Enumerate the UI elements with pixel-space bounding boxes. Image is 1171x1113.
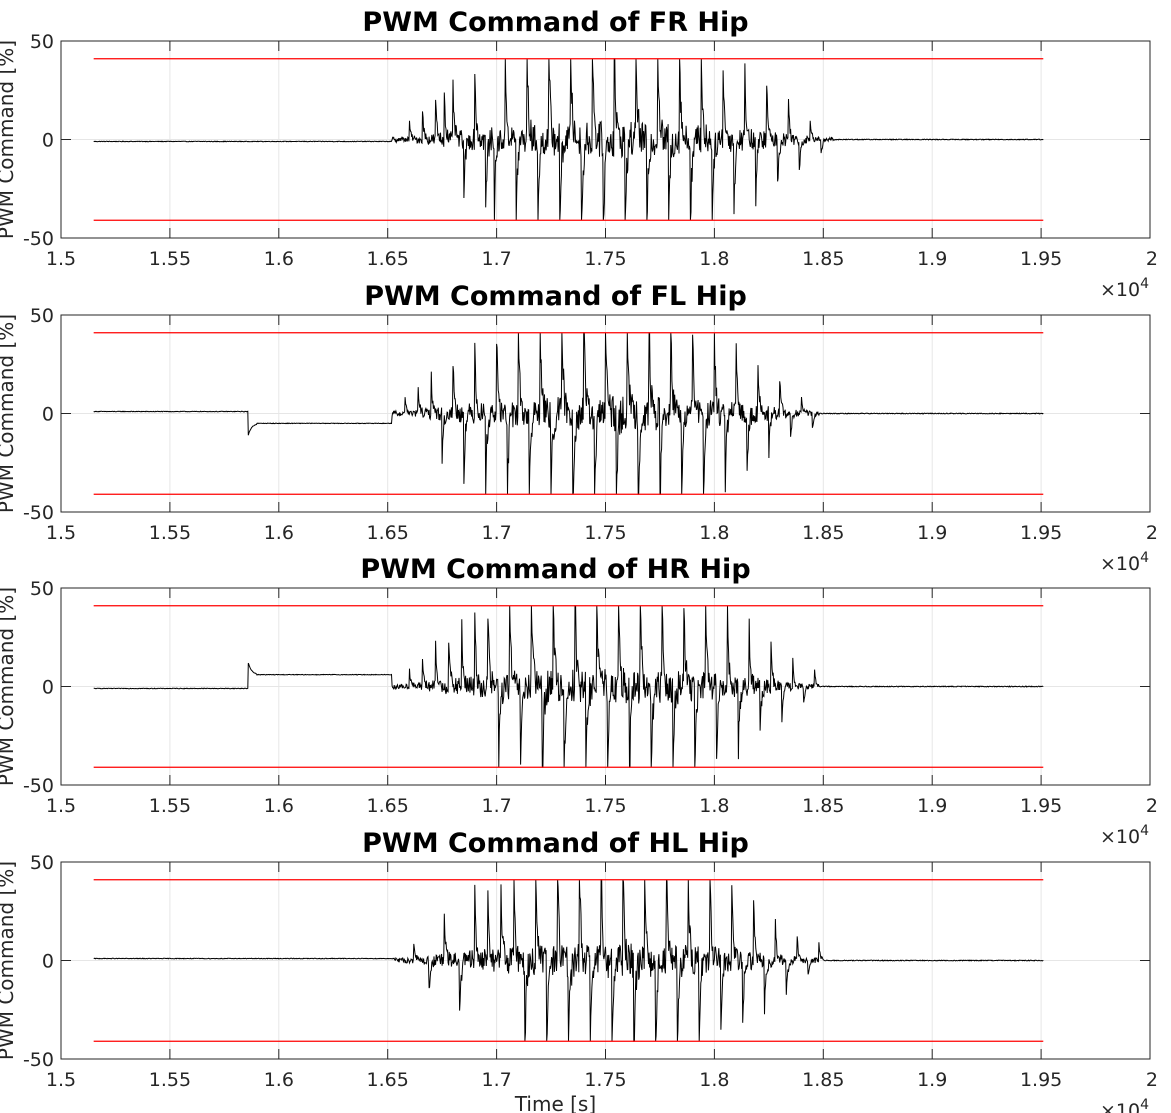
x-tick-label: 1.55 (149, 795, 191, 817)
x-tick-label: 1.7 (481, 1069, 511, 1091)
x-tick-label: 1.85 (802, 795, 844, 817)
x-exponent-power: 4 (1140, 550, 1149, 566)
subplot-2: 1.5 1.55 1.6 1.65 1.7 1.75 1.8 1.85 1.9 1.95 2 -50 0… (0, 281, 1158, 575)
x-tick-label: 1.55 (149, 1069, 191, 1091)
x-tick-label: 1.6 (264, 1069, 294, 1091)
x-tick-label: 1.65 (367, 522, 409, 544)
x-tick-label: 1.55 (149, 248, 191, 270)
x-tick-label: 1.8 (699, 795, 729, 817)
x-tick-label: 1.6 (264, 522, 294, 544)
x-tick-label: 1.9 (917, 522, 947, 544)
x-exponent-label: ×104 (1100, 1097, 1149, 1113)
x-exponent-label: ×104 (1100, 550, 1149, 575)
y-tick-label: -50 (23, 502, 54, 524)
signal-line (93, 58, 1044, 221)
x-tick-label: 1.9 (917, 248, 947, 270)
x-tick-label: 1.9 (917, 795, 947, 817)
signal-line (93, 605, 1044, 768)
y-tick-label: -50 (23, 228, 54, 250)
x-exponent-base: ×10 (1100, 553, 1140, 575)
x-tick-label: 1.6 (264, 248, 294, 270)
x-tick-label: 1.85 (802, 1069, 844, 1091)
x-tick-label: 1.7 (481, 522, 511, 544)
x-tick-label: 1.85 (802, 248, 844, 270)
x-axis-label: Time [s] (514, 1092, 596, 1113)
x-tick-label: 2 (1146, 795, 1158, 817)
x-exponent-base: ×10 (1100, 826, 1140, 848)
y-axis-label: PWM Command [%] (0, 861, 18, 1060)
x-exponent-base: ×10 (1100, 1100, 1140, 1113)
x-tick-label: 2 (1146, 522, 1158, 544)
x-exponent-power: 4 (1140, 1097, 1149, 1113)
y-tick-label: -50 (23, 1049, 54, 1071)
y-tick-label: 50 (30, 31, 54, 53)
x-tick-label: 1.95 (1020, 522, 1062, 544)
x-tick-label: 1.9 (917, 1069, 947, 1091)
subplot-title: PWM Command of FR Hip (362, 7, 748, 38)
y-tick-label: 50 (30, 305, 54, 327)
x-exponent-label: ×104 (1100, 276, 1149, 301)
x-tick-label: 1.7 (481, 248, 511, 270)
signal-line (93, 332, 1044, 495)
x-tick-label: 1.65 (367, 795, 409, 817)
y-tick-label: 0 (42, 404, 54, 426)
x-tick-label: 1.75 (584, 248, 626, 270)
x-exponent-base: ×10 (1100, 279, 1140, 301)
x-tick-label: 2 (1146, 1069, 1158, 1091)
x-tick-label: 1.5 (46, 522, 76, 544)
subplot-1: 1.5 1.55 1.6 1.65 1.7 1.75 1.8 1.85 1.9 1.95 2 -50 0… (0, 7, 1158, 301)
y-tick-label: 0 (42, 130, 54, 152)
subplot-title: PWM Command of FL Hip (364, 281, 747, 312)
x-tick-label: 1.65 (367, 1069, 409, 1091)
x-exponent-power: 4 (1140, 276, 1149, 292)
x-tick-label: 1.95 (1020, 795, 1062, 817)
x-tick-label: 1.75 (584, 795, 626, 817)
x-tick-label: 1.5 (46, 795, 76, 817)
x-tick-label: 1.7 (481, 795, 511, 817)
x-tick-label: 1.5 (46, 1069, 76, 1091)
subplot-3: 1.5 1.55 1.6 1.65 1.7 1.75 1.8 1.85 1.9 1.95 2 -50 0… (0, 554, 1158, 848)
y-tick-label: 50 (30, 578, 54, 600)
y-axis-label: PWM Command [%] (0, 587, 18, 786)
x-tick-label: 1.95 (1020, 1069, 1062, 1091)
x-exponent-label: ×104 (1100, 823, 1149, 848)
y-tick-label: 50 (30, 852, 54, 874)
subplot-title: PWM Command of HR Hip (360, 554, 750, 585)
subplot-title: PWM Command of HL Hip (362, 828, 749, 859)
x-tick-label: 1.8 (699, 1069, 729, 1091)
x-exponent-power: 4 (1140, 823, 1149, 839)
x-tick-label: 2 (1146, 248, 1158, 270)
x-tick-label: 1.8 (699, 522, 729, 544)
y-tick-label: -50 (23, 775, 54, 797)
y-tick-label: 0 (42, 677, 54, 699)
x-tick-label: 1.75 (584, 1069, 626, 1091)
x-tick-label: 1.95 (1020, 248, 1062, 270)
y-tick-label: 0 (42, 951, 54, 973)
y-axis-label: PWM Command [%] (0, 314, 18, 513)
x-tick-label: 1.6 (264, 795, 294, 817)
x-tick-label: 1.65 (367, 248, 409, 270)
subplot-4: 1.5 1.55 1.6 1.65 1.7 1.75 1.8 1.85 1.9 1.95 2 -50 0… (0, 828, 1158, 1113)
y-axis-label: PWM Command [%] (0, 40, 18, 239)
x-tick-label: 1.8 (699, 248, 729, 270)
x-tick-label: 1.85 (802, 522, 844, 544)
x-tick-label: 1.55 (149, 522, 191, 544)
x-tick-label: 1.5 (46, 248, 76, 270)
x-tick-label: 1.75 (584, 522, 626, 544)
